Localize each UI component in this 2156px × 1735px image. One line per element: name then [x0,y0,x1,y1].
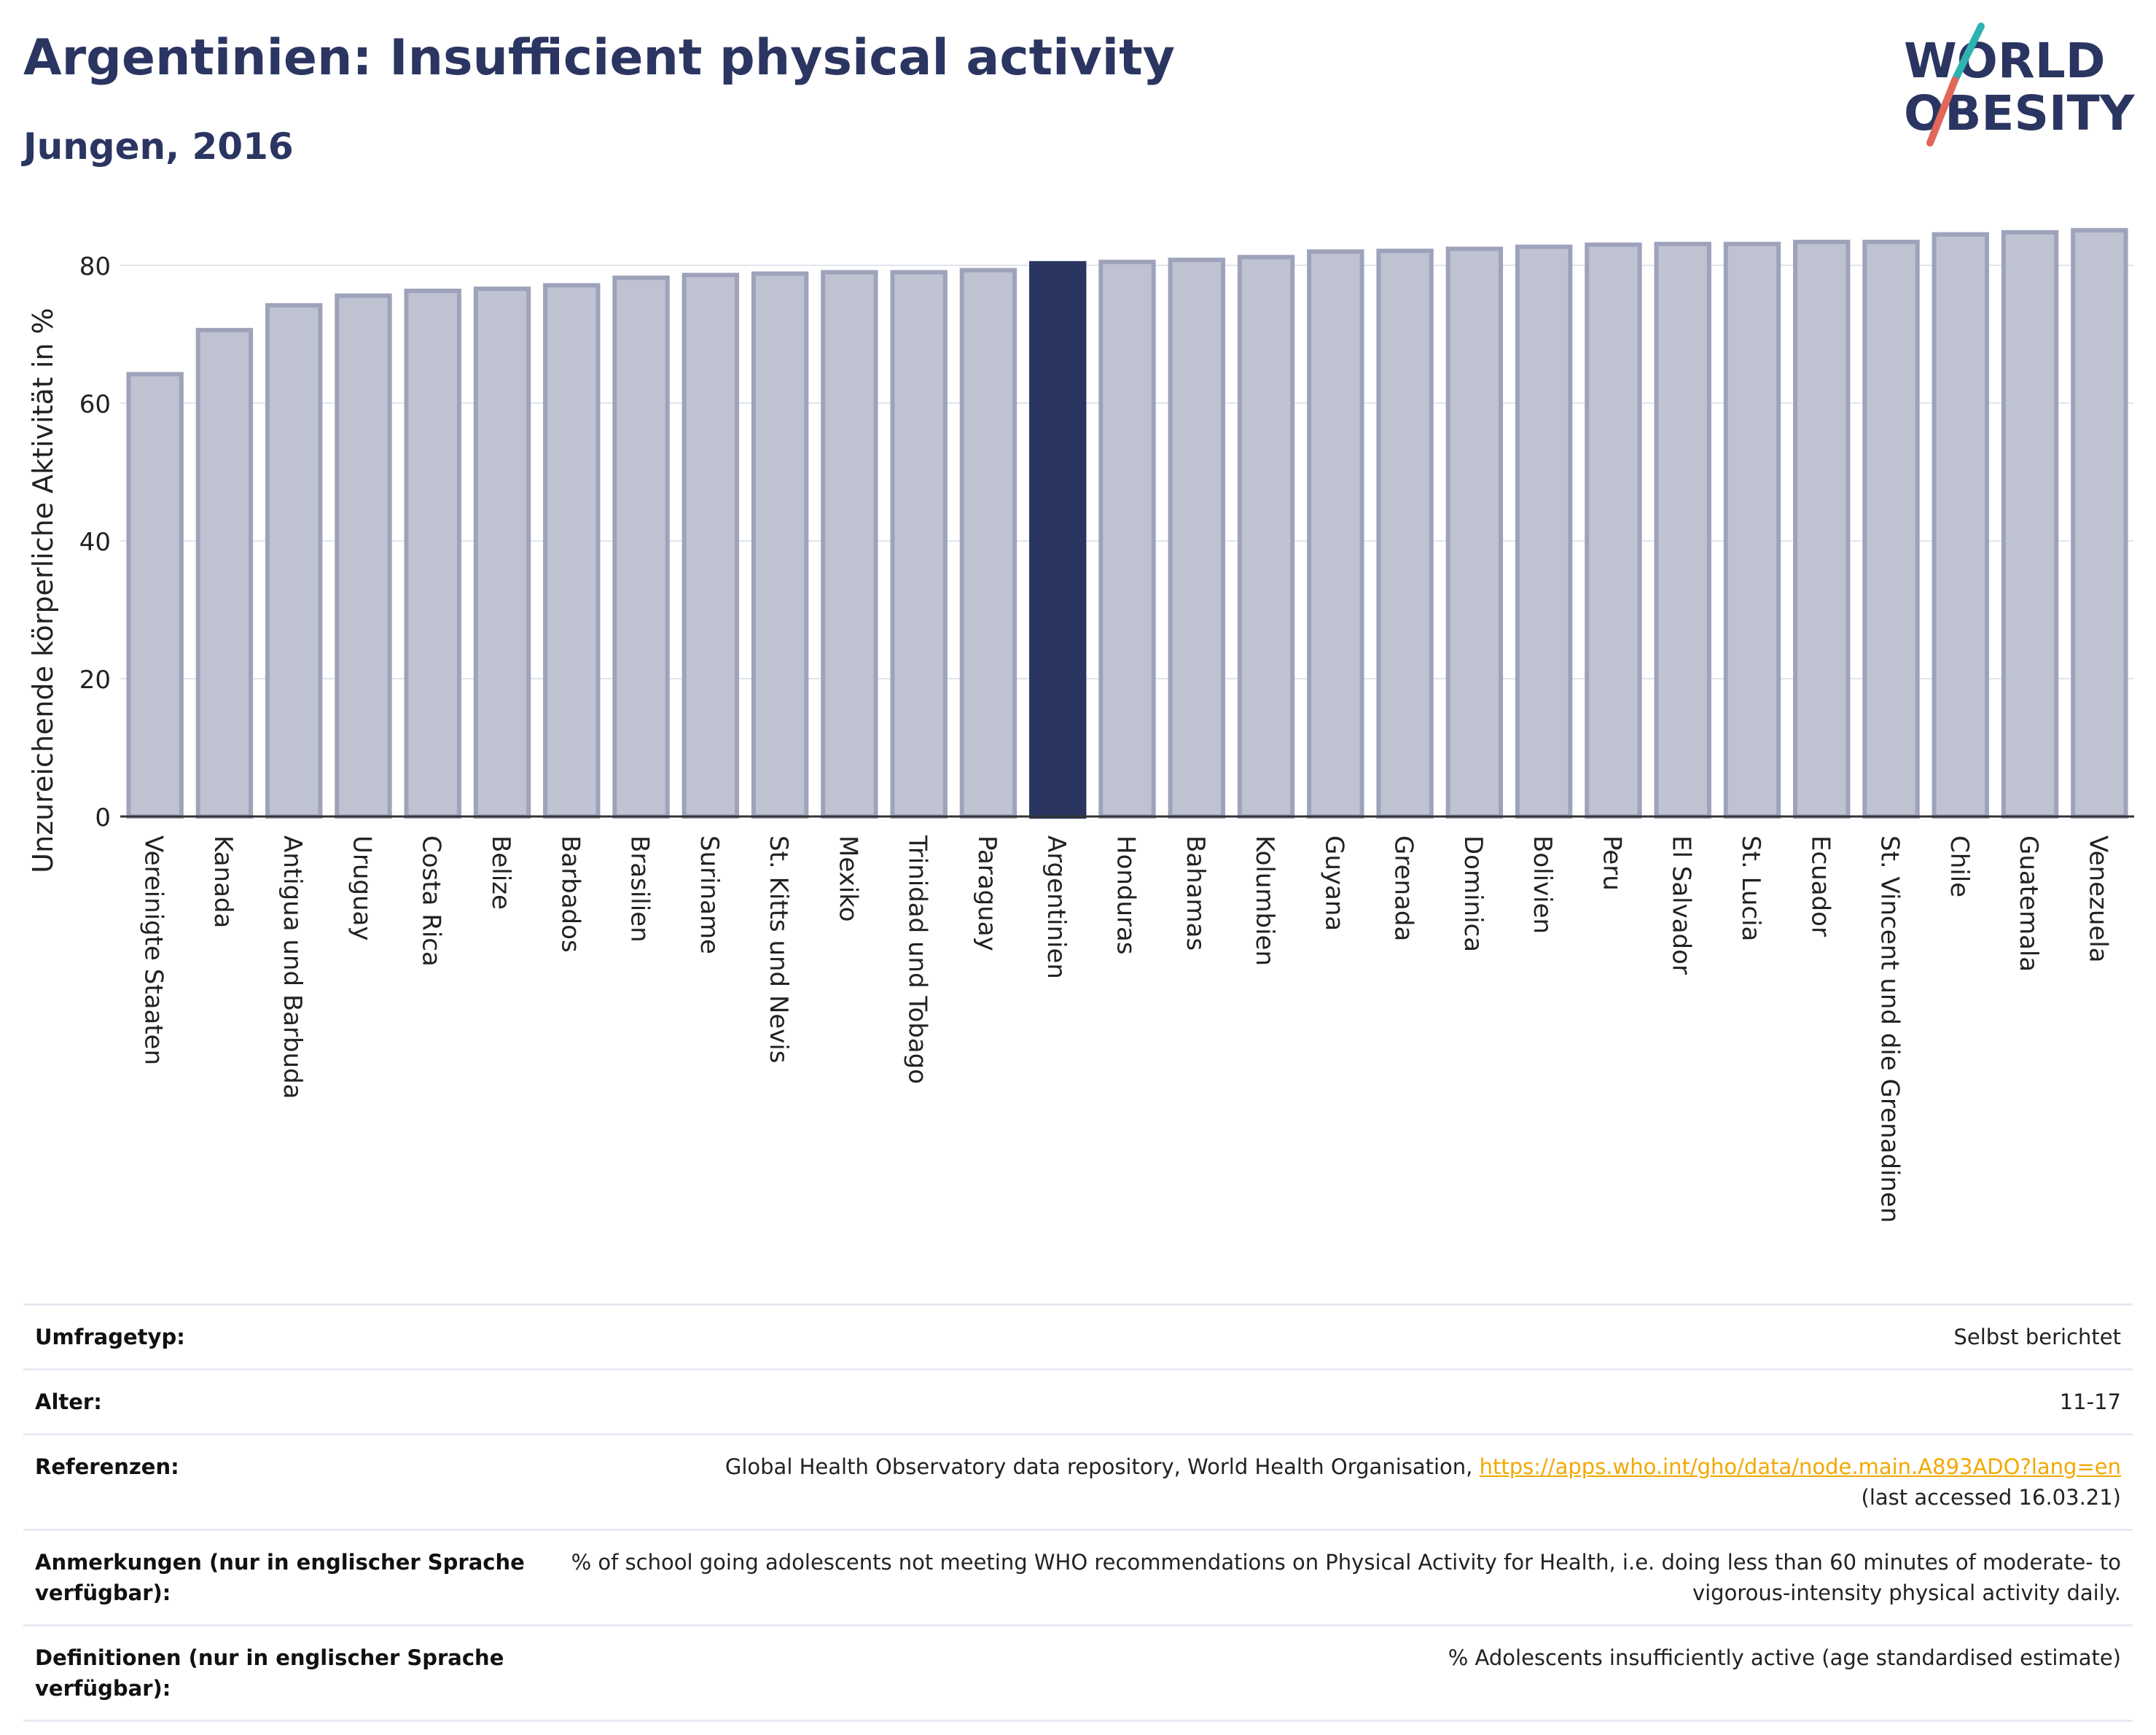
x-tick-label: Suriname [695,835,724,954]
x-tick-label: Belize [486,835,515,910]
x-tick-label: Argentinien [1042,835,1071,979]
info-row-age: Alter: 11-17 [23,1369,2133,1435]
bar-chart: 0 20 40 60 80 Vereinigte Staaten Kanada Antigua… [27,227,2134,1223]
bar [2001,230,2059,819]
bar [612,276,670,819]
y-tick-label: 0 [95,803,111,833]
x-tick-label: St. Vincent und die Grenadinen [1875,835,1905,1223]
bar [126,372,184,819]
bar [1932,232,1990,819]
x-tick-label: Vereinigte Staaten [139,835,168,1065]
info-key: Anmerkungen (nur in englischer Sprache v… [35,1550,525,1605]
bar [821,270,878,819]
x-tick-label: Ecuador [1805,835,1835,937]
info-table: Umfragetyp: Selbst berichtet Alter: 11-1… [23,1303,2133,1722]
bar [543,283,601,819]
x-tick-label: Guatemala [2014,835,2043,972]
info-row-notes: Anmerkungen (nur in englischer Sprache v… [23,1529,2133,1626]
x-tick-label: Trinidad und Tobago [903,835,932,1084]
bar [1585,242,1642,819]
x-tick-label: Costa Rica [417,835,446,967]
x-tick-label: Mexiko [833,835,862,922]
chart-subtitle: Jungen, 2016 [23,125,294,168]
info-key: Umfragetyp: [35,1325,185,1349]
bar [681,273,740,819]
logo-text-world: WORLD [1904,33,2106,89]
bar [404,288,461,819]
info-key: Alter: [35,1389,102,1414]
logo-slash-red [1926,77,1958,147]
bar [1515,244,1573,819]
bar [1168,257,1225,819]
bars [126,227,2128,819]
bar [959,268,1018,819]
bar [1445,246,1504,819]
bar [1307,249,1364,819]
x-tick-label: Venezuela [2083,835,2112,963]
info-value: Global Health Observatory data repositor… [542,1435,2133,1530]
x-tick-label: Antigua und Barbuda [278,835,307,1099]
bar [890,270,948,819]
bar [2071,227,2128,819]
x-tick-label: Peru [1597,835,1626,891]
bar [1029,261,1087,819]
x-tick-label: Brasilien [625,835,655,943]
y-tick-label: 20 [79,666,111,695]
y-tick-label: 80 [79,252,111,281]
x-tick-label: Bolivien [1528,835,1557,934]
world-obesity-logo: WORLD OBESITY [1904,23,2136,147]
bar [473,286,531,819]
bar [195,327,254,819]
x-tick-label: Paraguay [972,835,1001,951]
x-tick-label: Dominica [1458,835,1488,952]
x-tick-label: El Salvador [1667,835,1696,975]
x-tick-label: Bahamas [1181,835,1210,951]
bar [751,271,809,819]
bar [1376,249,1434,819]
y-tick-label: 40 [79,528,111,557]
x-tick-label: Chile [1945,835,1974,897]
y-axis-label: Unzureichende körperliche Aktivität in % [27,308,59,873]
x-tick-label: Uruguay [347,835,376,941]
x-tick-label: Honduras [1112,835,1141,955]
info-value: % of school going adolescents not meetin… [571,1550,2121,1605]
logo-slash-teal [1951,23,1985,84]
x-tick-label: St. Kitts und Nevis [764,835,793,1064]
info-row-references: Referenzen: Global Health Observatory da… [23,1434,2133,1530]
x-tick-label: Guyana [1319,835,1348,931]
bar [1654,241,1711,819]
chart-title: Argentinien: Insufficient physical activ… [23,29,1175,87]
info-key: Definitionen (nur in englischer Sprache … [35,1645,504,1701]
info-key: Referenzen: [35,1454,179,1479]
x-tick-label: Kolumbien [1250,835,1279,966]
x-tick-label: Barbados [555,835,585,953]
x-tick-label: Kanada [208,835,238,928]
info-value: % Adolescents insufficiently active (age… [1448,1645,2121,1670]
reference-text: Global Health Observatory data repositor… [724,1454,1480,1479]
info-row-definitions: Definitionen (nur in englischer Sprache … [23,1625,2133,1721]
reference-link[interactable]: https://apps.who.int/gho/data/node.main.… [1479,1454,2121,1479]
bar [1723,241,1781,819]
bar [1098,260,1156,819]
bar [1793,239,1851,819]
x-tick-label: Grenada [1389,835,1418,941]
info-value: 11-17 [2059,1389,2121,1414]
y-tick-label: 60 [79,390,111,419]
info-row-survey-type: Umfragetyp: Selbst berichtet [23,1304,2133,1370]
reference-accessed: (last accessed 16.03.21) [1861,1485,2121,1510]
bar [1862,239,1920,819]
bar [335,293,392,819]
bar [1237,254,1295,819]
info-value: Selbst berichtet [1953,1325,2121,1349]
x-tick-label: St. Lucia [1736,835,1765,941]
bar [265,303,323,819]
axes: 0 20 40 60 80 Vereinigte Staaten Kanada Antigua… [79,252,2134,1223]
